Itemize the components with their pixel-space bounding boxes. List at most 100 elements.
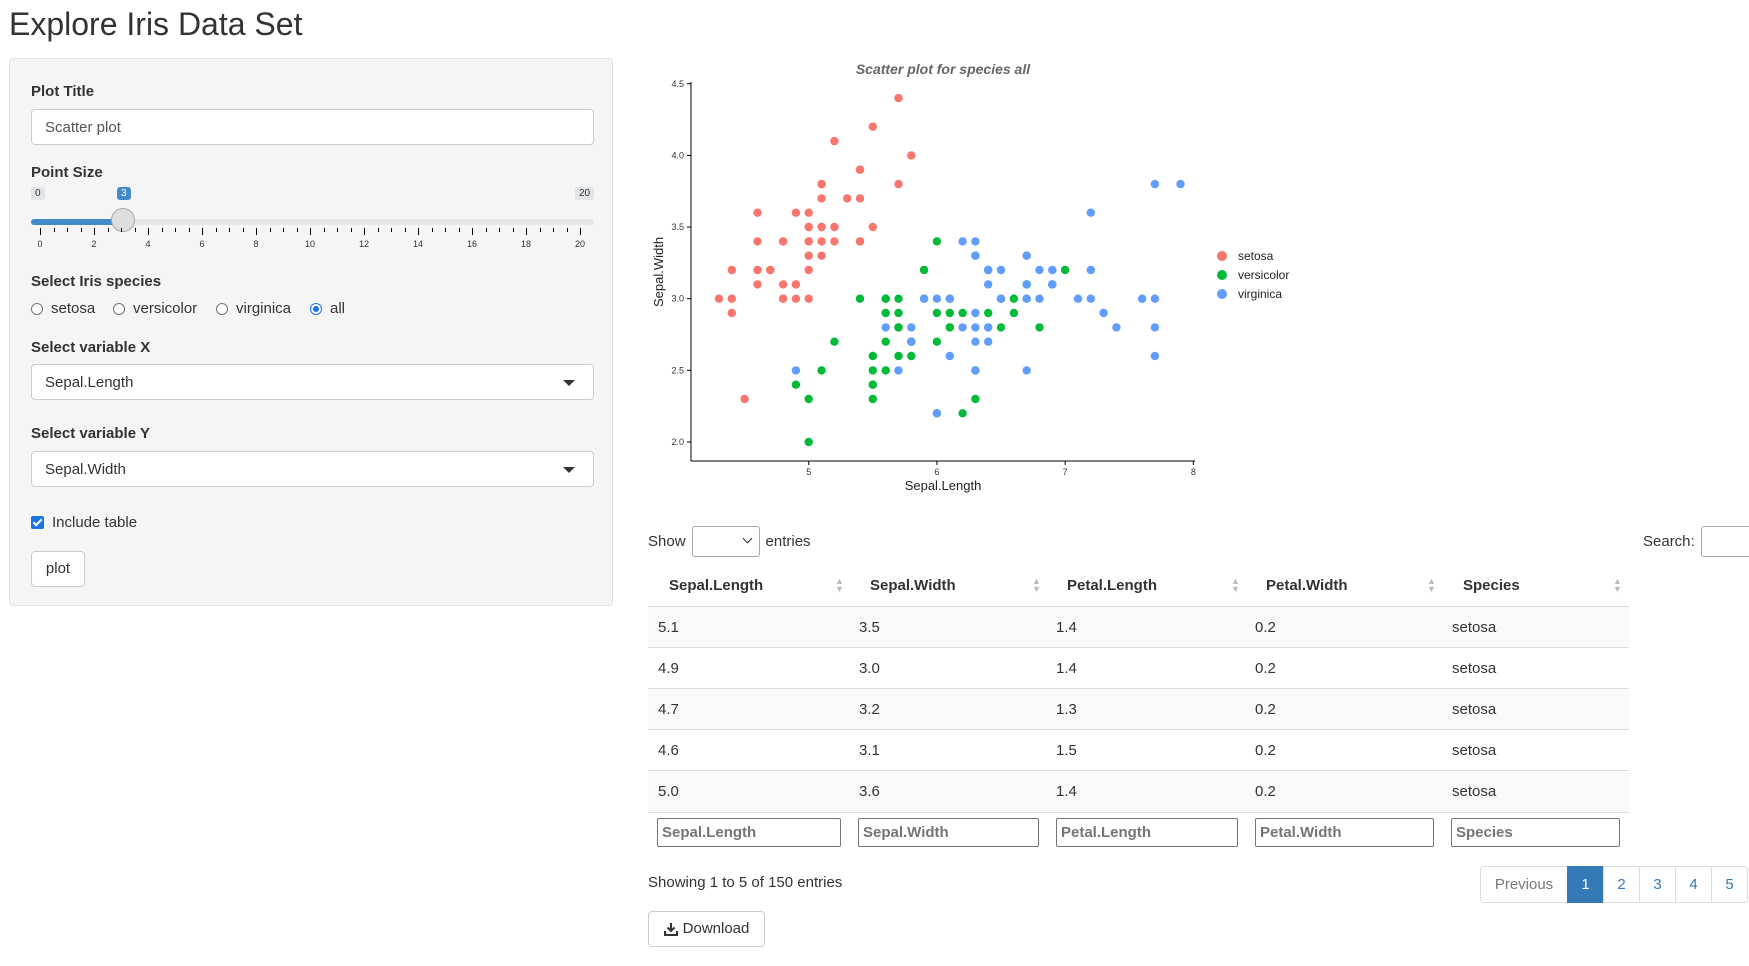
download-button[interactable]: Download <box>648 911 765 947</box>
slider-tick-label: 2 <box>91 239 97 249</box>
checkbox-icon[interactable] <box>31 516 44 529</box>
col-header-petal-length[interactable]: Petal.Length <box>1067 577 1158 594</box>
data-point-versicolor <box>868 394 877 404</box>
data-point-setosa <box>727 294 736 303</box>
data-point-versicolor <box>958 308 967 318</box>
radio-setosa[interactable]: setosa <box>31 300 95 317</box>
radio-circle[interactable] <box>113 302 125 315</box>
filter-sepal-width[interactable] <box>858 818 1039 847</box>
slider-tick <box>499 228 500 232</box>
radio-virginica[interactable]: virginica <box>216 300 291 317</box>
data-point-virginica <box>971 366 980 375</box>
select-x-dropdown[interactable]: Sepal.Length <box>31 364 594 400</box>
filter-petal-length[interactable] <box>1056 818 1238 847</box>
slider-tick <box>107 228 109 232</box>
data-point-virginica <box>1086 265 1095 275</box>
include-table-checkbox[interactable]: Include table <box>31 514 137 531</box>
sort-icon[interactable]: ▲ ▼ <box>1032 576 1041 594</box>
pagination-page-2[interactable]: 2 <box>1603 866 1640 903</box>
data-point-virginica <box>1022 366 1031 375</box>
length-control: Show entries <box>648 526 811 557</box>
data-point-setosa <box>740 394 749 404</box>
radio-circle-selected[interactable] <box>310 302 322 315</box>
legend-key-virginica <box>1217 289 1227 299</box>
pagination-previous[interactable]: Previous <box>1480 866 1568 903</box>
data-point-versicolor <box>868 366 877 375</box>
y-axis-title: Sepal.Width <box>651 237 666 307</box>
data-point-virginica <box>996 294 1006 303</box>
data-point-setosa <box>868 122 877 131</box>
data-point-versicolor <box>1009 308 1019 318</box>
legend-key-setosa <box>1217 251 1227 261</box>
data-point-virginica <box>1137 294 1147 303</box>
point-size-slider[interactable] <box>31 219 594 225</box>
slider-tick-label: 16 <box>466 239 478 249</box>
pagination-page-1[interactable]: 1 <box>1567 866 1604 903</box>
slider-tick <box>53 228 55 232</box>
search-input[interactable] <box>1700 526 1749 557</box>
data-point-versicolor <box>984 308 993 318</box>
slider-tick <box>526 228 527 235</box>
y-tick-label: 2.0 <box>671 437 684 447</box>
slider-handle[interactable] <box>111 208 135 232</box>
col-header-species[interactable]: Species <box>1463 577 1520 594</box>
filter-sepal-length[interactable] <box>657 818 841 847</box>
data-point-versicolor <box>817 366 826 375</box>
slider-tick <box>337 228 338 232</box>
data-point-versicolor <box>881 294 890 303</box>
slider-tick-label: 20 <box>574 239 586 249</box>
slider-tick-label: 4 <box>145 239 151 249</box>
data-point-setosa <box>791 280 801 289</box>
sort-icon[interactable]: ▲ ▼ <box>1427 576 1436 594</box>
col-header-sepal-length[interactable]: Sepal.Length <box>669 577 764 594</box>
data-point-setosa <box>753 280 762 289</box>
entries-select[interactable] <box>691 526 760 557</box>
data-point-virginica <box>1022 251 1031 260</box>
data-point-versicolor <box>804 394 813 404</box>
pagination-page-4[interactable]: 4 <box>1675 866 1712 903</box>
plot-title-input[interactable] <box>31 109 594 145</box>
slider-tick <box>472 228 473 235</box>
radio-circle[interactable] <box>216 302 228 315</box>
search-label: Search: <box>1643 533 1695 550</box>
radio-versicolor[interactable]: versicolor <box>113 300 197 317</box>
data-point-virginica <box>958 237 967 246</box>
select-y-dropdown[interactable]: Sepal.Width <box>31 451 594 487</box>
slider-tick <box>431 228 433 232</box>
data-point-virginica <box>919 294 929 303</box>
radio-all[interactable]: all <box>310 300 345 317</box>
y-tick-label: 4.5 <box>671 79 684 89</box>
data-point-virginica <box>932 294 942 303</box>
slider-tick <box>175 228 176 232</box>
sort-icon[interactable]: ▲ ▼ <box>835 576 844 594</box>
data-point-versicolor <box>855 294 865 303</box>
chevron-down-icon <box>742 533 752 544</box>
slider-tick <box>215 228 217 232</box>
col-header-sepal-width[interactable]: Sepal.Width <box>870 577 956 594</box>
pagination-page-5[interactable]: 5 <box>1711 866 1748 903</box>
sort-icon[interactable]: ▲ ▼ <box>1231 576 1240 594</box>
data-point-virginica <box>984 265 993 275</box>
data-point-setosa <box>843 194 852 203</box>
slider-tick <box>391 228 392 232</box>
slider-tick <box>553 228 554 232</box>
select-y-label: Select variable Y <box>31 425 150 442</box>
data-point-versicolor <box>996 323 1006 332</box>
table-row: 4.9 3.0 1.4 0.2 setosa <box>648 647 1629 689</box>
sort-icon[interactable]: ▲ ▼ <box>1613 576 1622 594</box>
data-point-setosa <box>855 237 865 246</box>
filter-species[interactable] <box>1451 818 1620 847</box>
data-point-setosa <box>804 294 813 303</box>
slider-tick <box>161 228 163 232</box>
pagination-page-3[interactable]: 3 <box>1639 866 1676 903</box>
data-point-setosa <box>855 194 865 203</box>
x-tick-label: 7 <box>1063 467 1068 477</box>
data-point-virginica <box>1035 265 1044 275</box>
plot-button[interactable]: plot <box>31 551 85 587</box>
col-header-petal-width[interactable]: Petal.Width <box>1266 577 1348 594</box>
data-point-versicolor <box>907 351 916 361</box>
table-row: 4.6 3.1 1.5 0.2 setosa <box>648 729 1629 771</box>
filter-petal-width[interactable] <box>1255 818 1434 847</box>
data-point-versicolor <box>932 237 942 246</box>
radio-circle[interactable] <box>31 302 43 315</box>
